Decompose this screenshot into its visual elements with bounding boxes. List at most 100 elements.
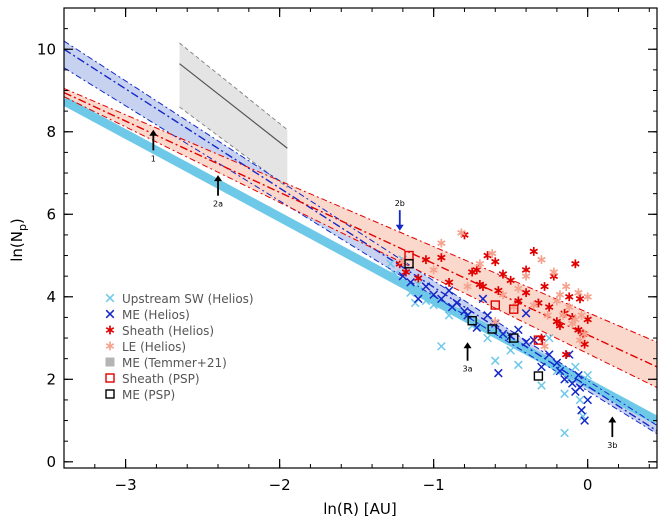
point-s5-2: [509, 304, 519, 314]
point-s2-28: [575, 294, 585, 304]
point-s1-5: [437, 294, 446, 304]
point-s1-22: [560, 374, 569, 384]
point-s1-26: [574, 370, 583, 380]
point-s0-7: [429, 300, 438, 310]
point-s1-1: [406, 278, 415, 287]
point-s2-1: [401, 267, 411, 277]
y-tick-label: 4: [46, 288, 56, 306]
x-tick-label: −3: [115, 476, 137, 494]
legend-label: Upstream SW (Helios): [122, 292, 254, 306]
point-s3-24: [577, 310, 586, 320]
fit-lines: [64, 40, 657, 435]
y-axis-label-main: ln(N: [8, 231, 26, 262]
point-s0-1: [390, 269, 400, 279]
axis-ticks: −3 −2 −1 0 0 2 4 6 8 10: [37, 7, 657, 494]
legend-entry: ME (PSP): [105, 388, 175, 402]
y-tick-label: 0: [46, 453, 56, 471]
point-s0-6: [421, 296, 431, 306]
point-s1-6: [444, 286, 454, 295]
point-s1-2: [413, 294, 423, 304]
point-s6-0: [404, 259, 414, 269]
point-s3-11: [529, 300, 539, 310]
point-s1-34: [447, 302, 457, 312]
point-s2-19: [544, 302, 554, 312]
point-s1-13: [498, 329, 508, 339]
point-s6-3: [509, 333, 519, 343]
annotation-arrow-3b: 3b: [607, 416, 617, 450]
point-s0-17: [544, 333, 554, 343]
legend-entry: Upstream SW (Helios): [105, 292, 254, 306]
point-s0-12: [483, 333, 492, 343]
annotation-label: 1: [151, 154, 156, 163]
point-s3-19: [564, 302, 574, 312]
point-s1-33: [478, 294, 488, 304]
x-axis-label: ln(R) [AU]: [323, 500, 397, 518]
legend-label: Sheath (Helios): [122, 324, 214, 338]
legend-marker: [105, 389, 115, 399]
data-points: [386, 228, 593, 438]
legend-marker: [105, 373, 115, 383]
legend-entry: ME (Helios): [105, 308, 190, 322]
point-s0-5: [413, 280, 423, 289]
point-s2-22: [555, 321, 565, 331]
temmer21-lower-line: [179, 106, 288, 188]
legend-label: Sheath (PSP): [122, 372, 200, 386]
point-s3-6: [487, 249, 497, 258]
point-s2-17: [537, 333, 546, 343]
point-s6-1: [467, 316, 477, 326]
arrow-annotations: 1 2a 2b 3a 3b: [149, 129, 617, 450]
y-tick-label: 8: [46, 123, 56, 141]
plot-frame: [63, 7, 658, 469]
temmer21-fit-line: [179, 63, 288, 149]
annotation-label: 2a: [213, 200, 223, 209]
point-s2-2: [414, 273, 423, 283]
point-s3-28: [540, 341, 549, 351]
legend-entry: LE (Helios): [105, 340, 186, 354]
point-s0-18: [552, 366, 562, 376]
legend-label: ME (Temmer+21): [122, 356, 227, 370]
point-s1-29: [580, 416, 589, 425]
point-s0-21: [571, 362, 580, 372]
point-s1-30: [583, 395, 593, 405]
point-s3-17: [558, 310, 568, 320]
point-s1-11: [483, 311, 492, 320]
point-s1-3: [421, 282, 431, 291]
point-s0-3: [406, 288, 415, 297]
point-s2-4: [437, 253, 446, 262]
y-tick-label: 6: [46, 205, 56, 223]
point-s2-5: [444, 277, 454, 287]
point-s2-15: [521, 288, 531, 298]
sheath-helios-lower-line: [64, 96, 657, 389]
y-axis-label: ln(Np): [8, 218, 29, 262]
point-s1-20: [552, 358, 562, 368]
legend-marker: [105, 357, 115, 367]
point-s3-1: [429, 265, 438, 275]
annotation-label: 3a: [463, 365, 473, 374]
point-s2-30: [580, 339, 589, 349]
point-s2-27: [574, 325, 583, 335]
point-s1-15: [514, 325, 523, 335]
point-s3-3: [457, 228, 466, 238]
point-s2-8: [472, 265, 482, 275]
point-s1-16: [521, 337, 531, 347]
point-s0-25: [583, 370, 593, 380]
legend-label: ME (PSP): [122, 388, 175, 402]
annotation-arrow-3a: 3a: [463, 342, 473, 374]
point-s1-4: [429, 290, 438, 300]
legend-entry: Sheath (Helios): [105, 324, 214, 338]
x-tick-label: −1: [423, 476, 445, 494]
point-s0-24: [560, 428, 569, 438]
point-s3-21: [571, 315, 580, 324]
annotation-arrow-2b: 2b: [395, 199, 405, 231]
point-s3-16: [555, 290, 565, 300]
point-s2-12: [498, 269, 508, 279]
point-s3-9: [514, 284, 523, 293]
point-s2-14: [514, 296, 523, 306]
annotation-label: 2b: [395, 199, 405, 208]
point-s1-27: [575, 383, 585, 392]
annotation-label: 3b: [607, 441, 617, 450]
point-s2-32: [561, 350, 571, 359]
point-s2-24: [564, 292, 574, 302]
legend-marker: [105, 309, 115, 319]
